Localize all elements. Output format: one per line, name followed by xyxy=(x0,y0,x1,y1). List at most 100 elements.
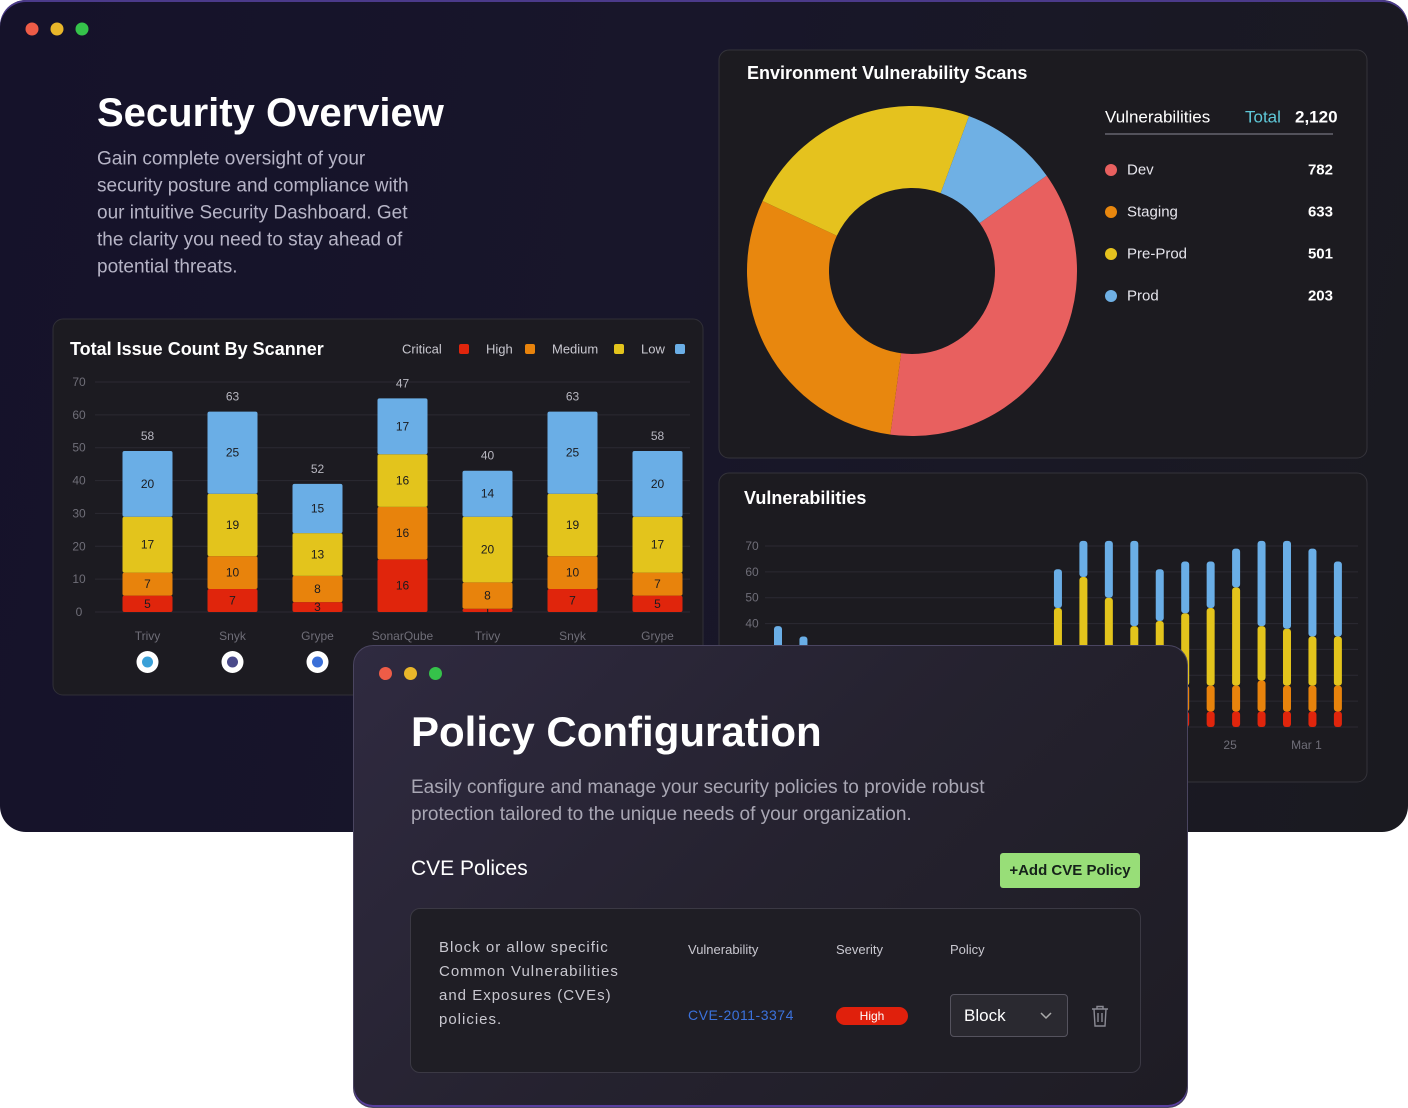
segment-label: 19 xyxy=(226,518,240,532)
legend-dot xyxy=(1105,248,1117,260)
bar-segment xyxy=(1283,685,1291,712)
policy-window: Policy Configuration Easily configure an… xyxy=(353,645,1188,1108)
scanner-icon-inner xyxy=(312,656,323,668)
total-label: 52 xyxy=(311,462,325,476)
window-minimize[interactable] xyxy=(404,667,417,680)
segment-label: 13 xyxy=(311,548,325,562)
section-title: CVE Polices xyxy=(411,857,528,880)
segment-label: 17 xyxy=(396,419,410,433)
bar-segment xyxy=(1155,569,1164,621)
segment-label: 8 xyxy=(484,589,491,603)
bar-segment xyxy=(1206,685,1215,712)
hero-description: the clarity you need to stay ahead of xyxy=(97,230,403,251)
x-tick-label: Snyk xyxy=(219,629,247,643)
bar-segment xyxy=(1206,561,1215,609)
bar-segment xyxy=(547,589,598,612)
select-value: Block xyxy=(964,1006,1006,1025)
bar-segment xyxy=(1079,540,1088,578)
segment-label: 10 xyxy=(566,566,580,580)
bar-segment xyxy=(1257,626,1266,681)
legend-dot xyxy=(1105,164,1117,176)
bar-segment xyxy=(207,493,258,557)
legend-value: 633 xyxy=(1308,204,1333,221)
policy-card: Block or allow specific Common Vulnerabi… xyxy=(410,908,1141,1073)
window-close[interactable] xyxy=(379,667,392,680)
window-close[interactable] xyxy=(25,22,39,36)
window-minimize[interactable] xyxy=(50,22,64,36)
segment-label: 19 xyxy=(566,518,580,532)
policy-title: Policy Configuration xyxy=(411,708,822,755)
segment-label: 5 xyxy=(144,597,151,611)
bar-segment xyxy=(632,595,683,612)
y-tick-label: 60 xyxy=(72,408,86,422)
bar-segment xyxy=(1232,548,1241,588)
bar-segment xyxy=(1308,548,1317,637)
bar-segment xyxy=(1104,540,1113,598)
bar-segment xyxy=(632,572,683,596)
legend-swatch xyxy=(459,344,469,354)
bar-segment xyxy=(292,602,343,612)
window-maximize[interactable] xyxy=(429,667,442,680)
bar-segment xyxy=(632,516,683,573)
hero-description: potential threats. xyxy=(97,257,237,278)
bar-segment xyxy=(122,595,173,612)
bar-segment xyxy=(632,451,683,517)
legend-label: Staging xyxy=(1127,204,1178,221)
bar-segment xyxy=(1283,628,1291,686)
bar-segment xyxy=(1283,540,1291,629)
bar-segment xyxy=(1053,569,1062,609)
x-tick-label: Mar 1 xyxy=(1291,738,1322,752)
bar-segment xyxy=(547,556,598,589)
legend-label: High xyxy=(486,342,513,357)
window-maximize[interactable] xyxy=(75,22,89,36)
bar-segment xyxy=(292,533,343,576)
delete-icon[interactable] xyxy=(1089,1004,1111,1028)
total-label: 58 xyxy=(141,429,155,443)
description-line: Block or allow specific xyxy=(439,939,609,956)
bar-segment xyxy=(1308,685,1317,712)
total-label: 63 xyxy=(226,390,240,404)
y-tick-label: 10 xyxy=(72,572,86,586)
bar-segment xyxy=(462,516,513,583)
bar-segment xyxy=(1333,711,1342,727)
x-tick-label: Trivy xyxy=(135,629,161,643)
description-line: Easily configure and manage your securit… xyxy=(411,777,985,798)
chevron xyxy=(1040,1012,1052,1020)
bar-segment xyxy=(292,483,343,534)
total-label: 58 xyxy=(651,429,665,443)
cve-link[interactable]: CVE-2011-3374 xyxy=(688,1007,794,1023)
hero-description: our intuitive Security Dashboard. Get xyxy=(97,203,408,224)
column-header: Severity xyxy=(836,942,883,957)
bar-segment xyxy=(1232,711,1241,727)
y-tick-label: 0 xyxy=(76,605,83,619)
bar-segment xyxy=(1333,636,1342,686)
x-tick-label: Grype xyxy=(641,629,674,643)
bar-segment xyxy=(377,398,428,455)
chart-title: Environment Vulnerability Scans xyxy=(747,63,1027,83)
donut-slice xyxy=(762,106,970,236)
add-policy-button[interactable]: +Add CVE Policy xyxy=(1000,853,1140,888)
description-line: protection tailored to the unique needs … xyxy=(411,804,912,825)
bar-segment xyxy=(377,559,428,612)
bar-segment xyxy=(1257,711,1266,727)
total-label: 63 xyxy=(566,390,580,404)
card-description: Block or allow specific Common Vulnerabi… xyxy=(439,936,619,1032)
y-tick-label: 40 xyxy=(72,474,86,488)
segment-label: 17 xyxy=(651,538,665,552)
bar-segment xyxy=(122,516,173,573)
segment-label: 20 xyxy=(651,477,665,491)
segment-label: 3 xyxy=(314,600,321,614)
hero-description: security posture and compliance with xyxy=(97,176,409,197)
x-tick-label: SonarQube xyxy=(372,629,434,643)
bar-segment xyxy=(547,493,598,557)
bar-segment xyxy=(1206,711,1215,727)
bar-segment xyxy=(1257,540,1266,627)
hero-description: Gain complete oversight of your xyxy=(97,149,366,170)
bar-segment xyxy=(1232,685,1241,712)
total-label: 40 xyxy=(481,449,495,463)
legend-label: Critical xyxy=(402,342,442,357)
policy-select[interactable]: Block xyxy=(950,994,1068,1037)
bar-segment xyxy=(1308,711,1317,727)
legend-label: Pre-Prod xyxy=(1127,246,1187,263)
segment-label: 7 xyxy=(569,594,576,608)
